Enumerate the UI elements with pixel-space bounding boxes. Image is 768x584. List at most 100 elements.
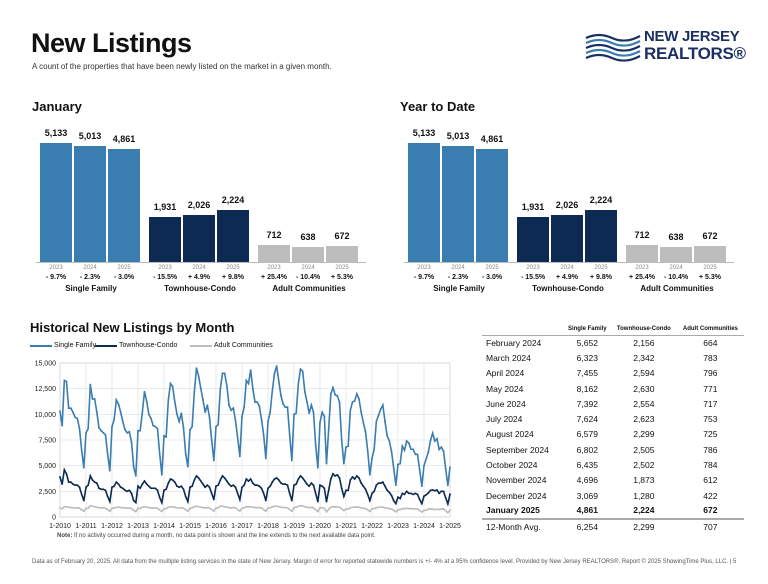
data-point: [314, 492, 317, 495]
data-point: [392, 466, 395, 469]
data-point: [293, 413, 295, 416]
data-point: [158, 496, 161, 499]
data-point: [353, 506, 356, 509]
data-point: [258, 405, 261, 408]
data-point: [173, 481, 176, 483]
data-point: [152, 507, 155, 510]
data-point: [260, 418, 263, 421]
row-label: May 2024: [486, 383, 524, 394]
table-cell: 783: [703, 352, 718, 363]
table-cell: 796: [703, 368, 718, 379]
bar: [149, 217, 181, 262]
data-point: [215, 425, 217, 428]
data-point: [340, 507, 343, 510]
data-point: [67, 407, 70, 410]
logo-text-line1: NEW JERSEY: [644, 28, 740, 45]
table-cell: 2,594: [633, 368, 655, 379]
data-point: [169, 382, 172, 385]
data-point: [145, 483, 148, 486]
table-cell: 1,873: [633, 475, 655, 486]
data-point: [100, 488, 103, 491]
table-row: January 2025 4,861 2,224 672: [482, 503, 744, 518]
data-point: [121, 487, 124, 490]
data-point: [228, 404, 230, 406]
data-point: [206, 404, 209, 406]
data-point: [189, 507, 191, 510]
data-point: [264, 457, 267, 460]
bar: [442, 145, 474, 262]
bar-value-label: 638: [668, 232, 684, 243]
bar-value-label: 712: [634, 230, 650, 241]
data-point: [444, 467, 447, 470]
data-point: [128, 430, 131, 433]
data-point: [76, 484, 79, 487]
data-point: [234, 419, 237, 422]
data-point: [410, 507, 412, 510]
data-point: [63, 468, 66, 471]
data-point: [215, 485, 217, 488]
data-point: [199, 387, 202, 390]
data-point: [351, 401, 354, 403]
data-point: [429, 507, 432, 510]
data-point: [349, 506, 352, 509]
pct-change-label: + 4.9%: [188, 274, 210, 281]
data-point: [89, 504, 92, 507]
data-point: [104, 507, 107, 510]
data-point: [189, 428, 191, 431]
data-point: [338, 477, 341, 479]
table-row: December 2024 3,069 1,280 422: [482, 488, 744, 503]
data-point: [254, 506, 256, 509]
data-point: [403, 507, 406, 510]
data-point: [312, 484, 315, 487]
pct-change-label: + 5.3%: [699, 274, 721, 281]
data-point: [410, 448, 412, 451]
data-point: [163, 434, 165, 437]
data-point: [208, 507, 211, 509]
legend-adult-communities: Adult Communities: [190, 342, 273, 349]
table-row: July 2024 7,624 2,623 753: [482, 411, 744, 426]
data-point: [353, 400, 356, 402]
data-point: [195, 475, 198, 477]
data-point: [403, 449, 406, 452]
table-cell: 6,579: [576, 429, 598, 440]
data-point: [431, 508, 434, 510]
data-point: [219, 387, 222, 390]
data-point: [199, 506, 202, 509]
data-point: [436, 489, 438, 491]
row-label: April 2024: [486, 368, 525, 379]
year-label: 2024: [451, 265, 465, 271]
data-point: [325, 462, 328, 465]
data-point: [306, 401, 308, 403]
data-point: [347, 489, 350, 492]
data-point: [189, 486, 191, 489]
row-label: February 2024: [486, 337, 542, 348]
data-point: [108, 510, 111, 513]
data-point: [394, 502, 397, 505]
data-point: [232, 506, 235, 509]
data-point: [427, 492, 430, 494]
data-point: [397, 496, 399, 499]
table-cell: 771: [703, 383, 718, 394]
data-point: [202, 506, 204, 509]
data-point: [264, 499, 267, 502]
data-point: [381, 481, 384, 483]
data-point: [286, 484, 289, 487]
x-tick-label: 1-2024: [413, 523, 435, 530]
data-point: [308, 412, 311, 415]
category-label: Townhouse-Condo: [164, 284, 236, 293]
data-point: [154, 425, 157, 428]
data-point: [197, 375, 200, 378]
data-point: [204, 507, 207, 509]
data-point: [332, 472, 334, 475]
data-point: [163, 507, 165, 510]
x-tick-label: 1-2021: [335, 523, 357, 530]
year-label: 2024: [83, 265, 97, 271]
data-point: [156, 489, 159, 492]
data-point: [301, 477, 304, 479]
data-point: [401, 445, 404, 448]
data-point: [169, 505, 172, 508]
data-point: [412, 448, 415, 451]
data-point: [221, 505, 224, 508]
data-point: [232, 484, 235, 487]
data-point: [95, 482, 98, 485]
